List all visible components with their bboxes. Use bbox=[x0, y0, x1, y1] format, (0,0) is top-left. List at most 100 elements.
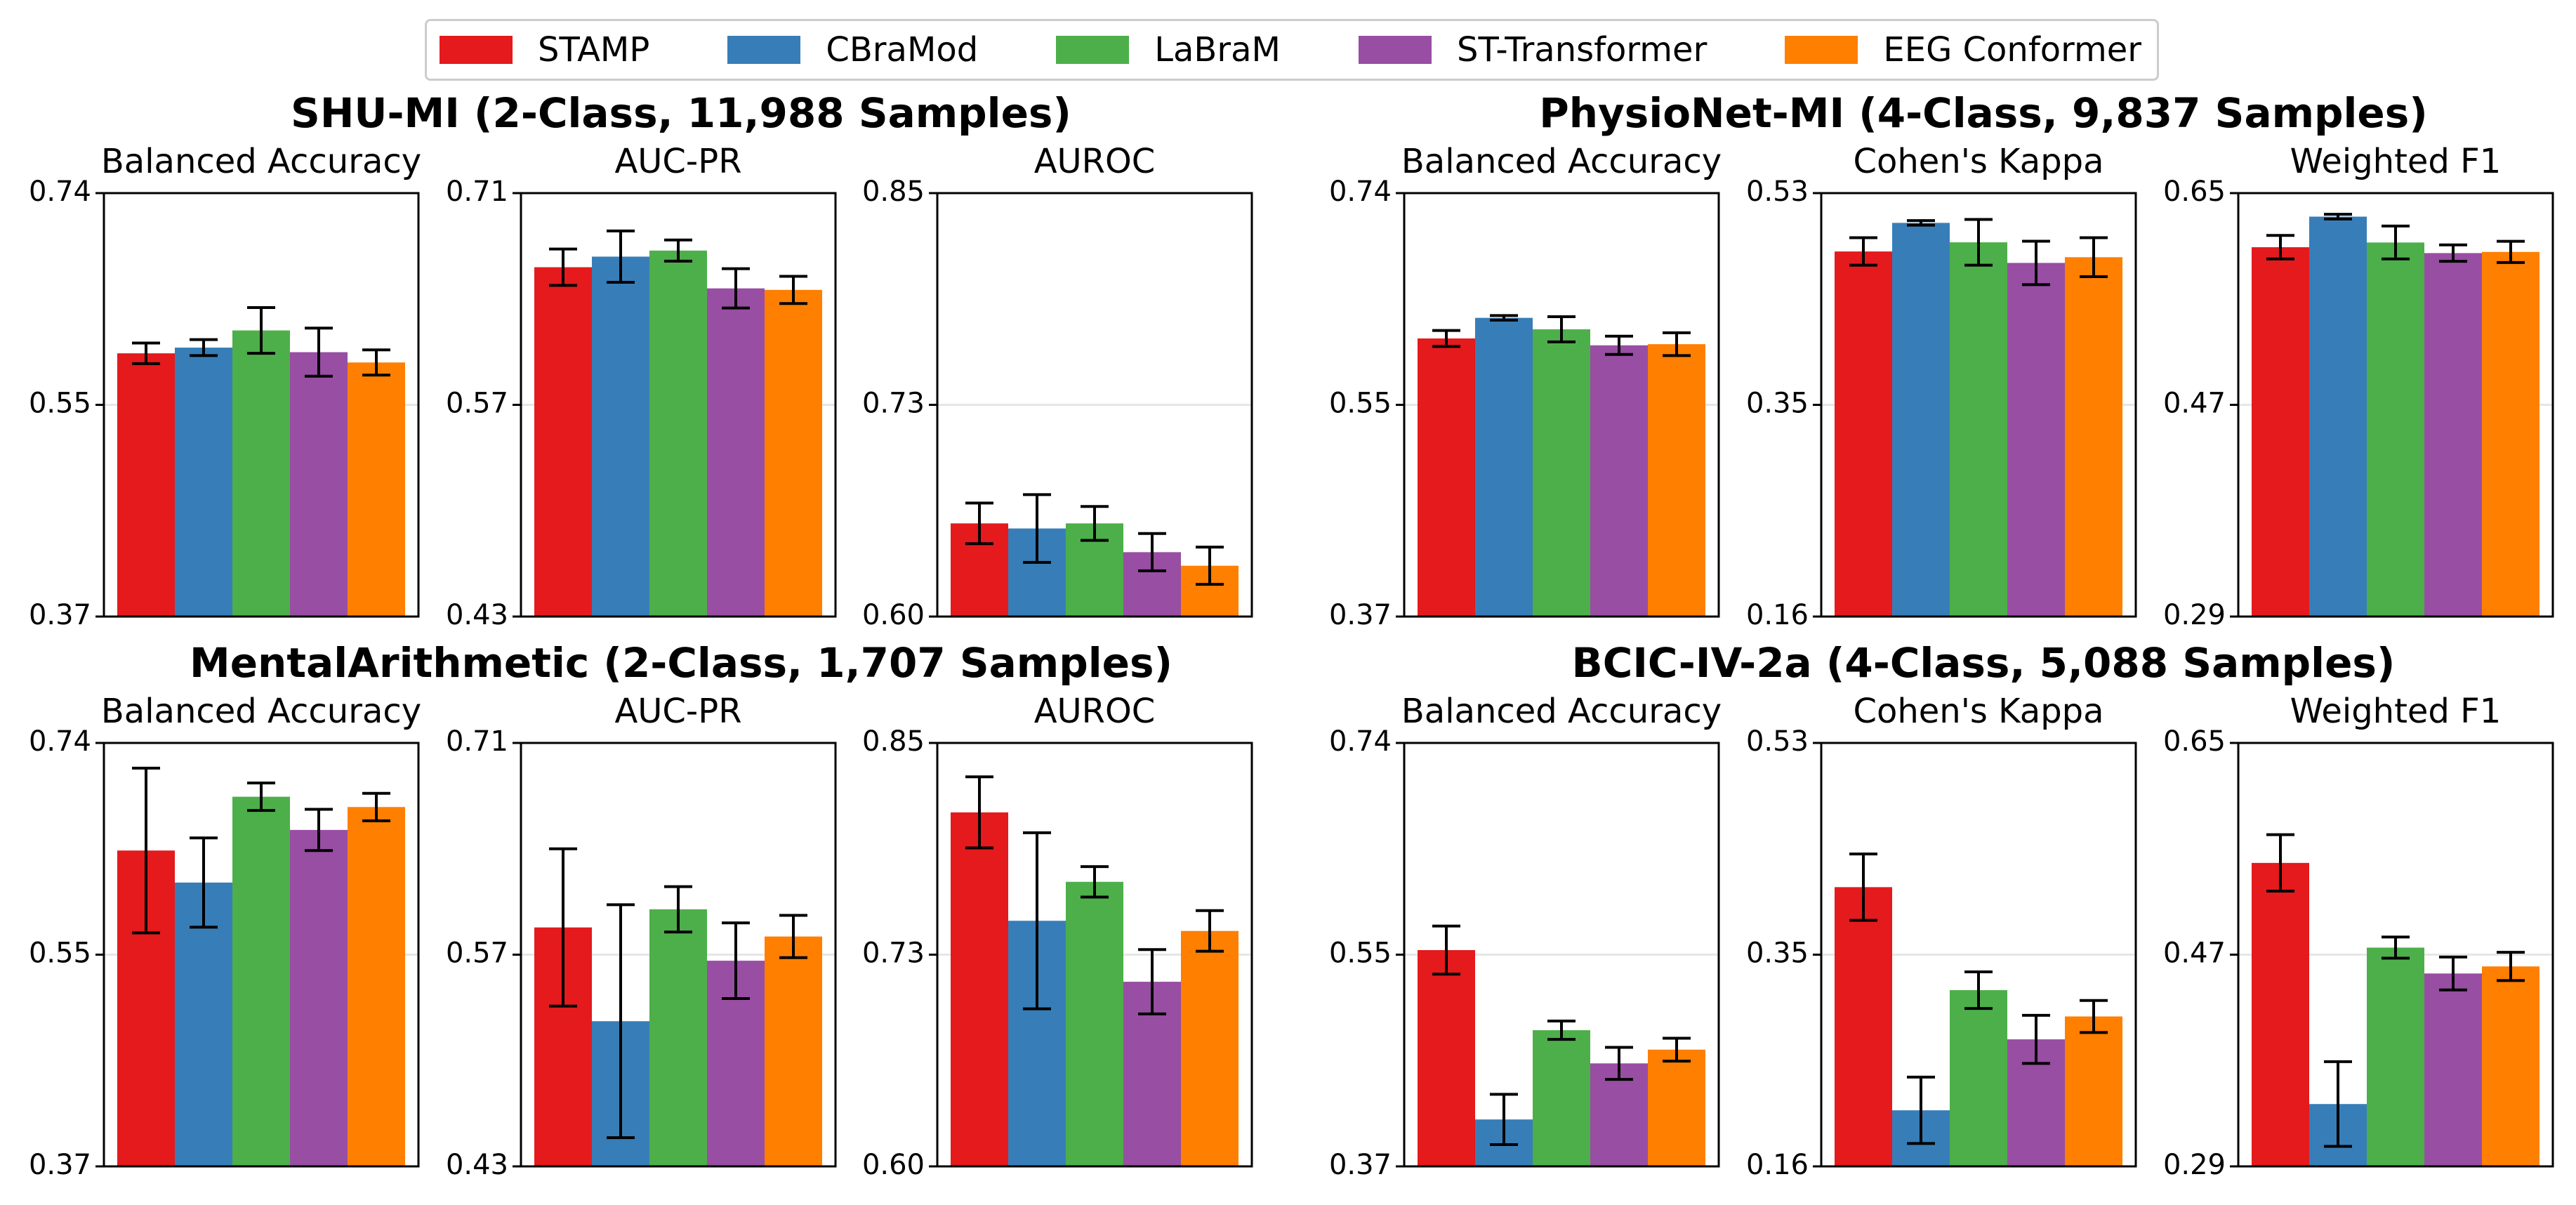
bar bbox=[2367, 947, 2424, 1166]
subplot: Balanced Accuracy 0.37 0.55 0.74 bbox=[29, 142, 421, 631]
group-title: BCIC-IV-2a (4-Class, 5,088 Samples) bbox=[1572, 639, 2396, 687]
subplot-title: Balanced Accuracy bbox=[1401, 142, 1722, 181]
y-tick-label: 0.60 bbox=[862, 1149, 925, 1181]
subplot-title: AUROC bbox=[1034, 692, 1156, 731]
legend-label: CBraMod bbox=[826, 30, 979, 70]
y-tick-label: 0.55 bbox=[29, 388, 91, 420]
legend-item: EEG Conformer bbox=[1785, 30, 2141, 70]
y-tick-label: 0.74 bbox=[1329, 176, 1392, 208]
bar bbox=[1648, 344, 1705, 617]
bar bbox=[2424, 253, 2482, 617]
bar bbox=[232, 796, 290, 1166]
legend-label: EEG Conformer bbox=[1883, 30, 2141, 70]
y-tick-label: 0.47 bbox=[2163, 937, 2226, 970]
y-tick-label: 0.37 bbox=[29, 599, 91, 631]
bar bbox=[1835, 887, 1892, 1166]
y-tick-label: 0.73 bbox=[862, 937, 925, 970]
legend-label: LaBraM bbox=[1154, 30, 1281, 70]
bar bbox=[1066, 881, 1123, 1166]
bar bbox=[1590, 345, 1648, 617]
y-tick-label: 0.71 bbox=[446, 725, 508, 758]
bar bbox=[1648, 1049, 1705, 1166]
bar bbox=[232, 330, 290, 617]
bar bbox=[2482, 966, 2539, 1166]
y-tick-label: 0.35 bbox=[1746, 388, 1809, 420]
y-tick-label: 0.29 bbox=[2163, 599, 2226, 631]
legend: STAMP CBraMod LaBraM ST-Transformer EEG Conf… bbox=[425, 19, 2159, 81]
subplot-title: AUROC bbox=[1034, 142, 1156, 181]
subplot-title: Weighted F1 bbox=[2290, 142, 2502, 181]
subplot: AUC-PR 0.43 0.57 0.71 bbox=[446, 692, 837, 1181]
subplot-title: Balanced Accuracy bbox=[1401, 692, 1722, 731]
subplot: AUC-PR 0.43 0.57 0.71 bbox=[446, 142, 837, 631]
subplot: Cohen's Kappa 0.16 0.35 0.53 bbox=[1746, 692, 2137, 1181]
bar bbox=[765, 936, 822, 1166]
bar bbox=[1835, 251, 1892, 617]
bar bbox=[534, 267, 592, 617]
bar bbox=[2065, 1016, 2122, 1166]
subplot-title: AUC-PR bbox=[614, 692, 741, 731]
bar bbox=[1950, 242, 2007, 617]
subplot-title: Cohen's Kappa bbox=[1853, 692, 2103, 731]
subplot: Balanced Accuracy 0.37 0.55 0.74 bbox=[1329, 692, 1722, 1181]
y-tick-label: 0.37 bbox=[1329, 1149, 1392, 1181]
y-tick-label: 0.35 bbox=[1746, 937, 1809, 970]
legend-item: CBraMod bbox=[727, 30, 978, 70]
y-tick-label: 0.65 bbox=[2163, 176, 2226, 208]
y-tick-label: 0.60 bbox=[862, 599, 925, 631]
y-tick-label: 0.37 bbox=[1329, 599, 1392, 631]
bar bbox=[1533, 1030, 1590, 1166]
bar bbox=[2424, 973, 2482, 1166]
subplot-title: Cohen's Kappa bbox=[1853, 142, 2103, 181]
bar bbox=[951, 812, 1008, 1166]
subplot: Balanced Accuracy 0.37 0.55 0.74 bbox=[1329, 142, 1722, 631]
bar bbox=[649, 250, 707, 617]
subplot: Balanced Accuracy 0.37 0.55 0.74 bbox=[29, 692, 421, 1181]
bar bbox=[117, 353, 175, 617]
y-tick-label: 0.37 bbox=[29, 1149, 91, 1181]
subplot-title: Balanced Accuracy bbox=[101, 142, 421, 181]
bar bbox=[2065, 257, 2122, 617]
bar bbox=[2252, 247, 2309, 617]
legend-item: STAMP bbox=[440, 30, 649, 70]
legend-item: LaBraM bbox=[1056, 30, 1281, 70]
group-title: SHU-MI (2-Class, 11,988 Samples) bbox=[291, 89, 1071, 137]
y-tick-label: 0.74 bbox=[29, 176, 91, 208]
y-tick-label: 0.55 bbox=[29, 937, 91, 970]
legend-swatch bbox=[1359, 36, 1432, 64]
bar bbox=[1475, 317, 1533, 617]
y-tick-label: 0.16 bbox=[1746, 599, 1809, 631]
group-title: PhysioNet-MI (4-Class, 9,837 Samples) bbox=[1539, 89, 2428, 137]
bar bbox=[1181, 930, 1239, 1166]
y-tick-label: 0.85 bbox=[862, 176, 925, 208]
bar bbox=[2367, 242, 2424, 617]
y-tick-label: 0.74 bbox=[1329, 725, 1392, 758]
subplot: AUROC 0.60 0.73 0.85 bbox=[862, 692, 1253, 1181]
bar bbox=[649, 909, 707, 1166]
bar bbox=[2482, 251, 2539, 617]
y-tick-label: 0.65 bbox=[2163, 725, 2226, 758]
y-tick-label: 0.85 bbox=[862, 725, 925, 758]
bar bbox=[348, 362, 405, 617]
subplot: Weighted F1 0.29 0.47 0.65 bbox=[2163, 692, 2554, 1181]
legend-swatch bbox=[727, 36, 801, 64]
y-tick-label: 0.74 bbox=[29, 725, 91, 758]
bar bbox=[707, 288, 765, 617]
y-tick-label: 0.47 bbox=[2163, 388, 2226, 420]
bar bbox=[1892, 223, 1950, 617]
bar bbox=[290, 352, 348, 617]
subplot-title: AUC-PR bbox=[614, 142, 741, 181]
group-title: MentalArithmetic (2-Class, 1,707 Samples… bbox=[190, 639, 1173, 687]
bar bbox=[2007, 263, 2065, 617]
subplot: Cohen's Kappa 0.16 0.35 0.53 bbox=[1746, 142, 2137, 631]
bar bbox=[1950, 990, 2007, 1166]
bar bbox=[1533, 329, 1590, 617]
y-tick-label: 0.55 bbox=[1329, 388, 1392, 420]
legend-swatch bbox=[440, 36, 513, 64]
legend-label: STAMP bbox=[538, 30, 650, 70]
legend-label: ST-Transformer bbox=[1457, 30, 1708, 70]
y-tick-label: 0.16 bbox=[1746, 1149, 1809, 1181]
legend-item: ST-Transformer bbox=[1359, 30, 1707, 70]
y-tick-label: 0.53 bbox=[1746, 725, 1809, 758]
